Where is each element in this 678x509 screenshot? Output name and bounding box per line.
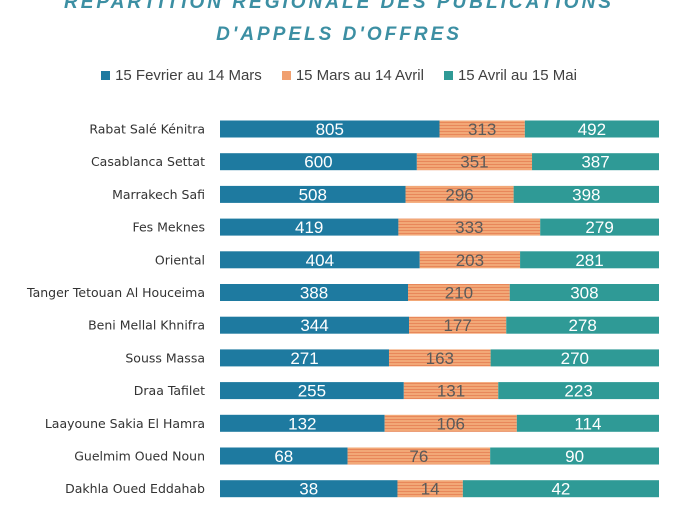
data-label-series-3: 308 bbox=[570, 284, 598, 303]
bar-segment-series-1 bbox=[220, 316, 410, 334]
bar-segment-series-2 bbox=[398, 218, 541, 236]
data-label-series-1: 508 bbox=[299, 185, 327, 204]
bar-segment-series-2 bbox=[388, 349, 491, 367]
bar-segment-series-2 bbox=[419, 251, 521, 269]
bar-segment-series-3 bbox=[490, 349, 659, 367]
bar-segment-series-1 bbox=[220, 349, 389, 367]
legend-swatch-series-1 bbox=[101, 71, 111, 80]
data-label-series-1: 805 bbox=[316, 120, 344, 139]
bar-segment-series-1 bbox=[220, 414, 385, 432]
bar-segment-series-3 bbox=[509, 284, 659, 301]
data-label-series-2: 163 bbox=[426, 349, 454, 368]
category-label: Beni Mellal Khnifra bbox=[88, 318, 205, 333]
bar-segment-series-2 bbox=[409, 316, 507, 334]
data-label-series-3: 114 bbox=[574, 414, 601, 433]
data-label-series-1: 271 bbox=[290, 349, 318, 368]
category-label: Dakhla Oued Eddahab bbox=[65, 481, 205, 496]
data-label-series-1: 344 bbox=[300, 316, 328, 335]
bar-segment-series-3 bbox=[506, 316, 659, 334]
data-label-series-3: 279 bbox=[585, 218, 613, 237]
bar-segment-series-3 bbox=[540, 218, 659, 236]
chart-legend: 15 Fevrier au 14 Mars 15 Mars au 14 Avri… bbox=[0, 67, 678, 84]
data-label-series-2: 131 bbox=[437, 382, 465, 401]
data-label-series-3: 270 bbox=[561, 349, 589, 368]
data-label-series-3: 90 bbox=[565, 447, 584, 466]
category-label: Marrakech Safi bbox=[112, 187, 205, 202]
data-label-series-2: 351 bbox=[460, 153, 488, 172]
category-label: Tanger Tetouan Al Houceima bbox=[26, 285, 205, 300]
legend-item-series-3: 15 Avril au 15 Mai bbox=[443, 67, 577, 84]
data-label-series-1: 404 bbox=[306, 251, 334, 270]
data-label-series-1: 132 bbox=[288, 414, 316, 433]
data-label-series-1: 255 bbox=[298, 382, 326, 401]
data-label-series-3: 281 bbox=[575, 251, 603, 270]
data-label-series-2: 177 bbox=[443, 316, 471, 335]
category-label: Casablanca Settat bbox=[91, 154, 205, 169]
bar-segment-series-2 bbox=[439, 120, 525, 138]
category-label: Guelmim Oued Noun bbox=[74, 449, 205, 464]
category-label: Souss Massa bbox=[125, 350, 205, 365]
bar-segment-series-1 bbox=[220, 153, 417, 171]
bar-segment-series-3 bbox=[532, 153, 659, 171]
data-label-series-1: 600 bbox=[304, 153, 332, 172]
bar-segment-series-1 bbox=[220, 251, 420, 269]
legend-label-series-2: 15 Mars au 14 Avril bbox=[295, 67, 424, 84]
category-label: Draa Tafilet bbox=[134, 383, 205, 398]
bar-segment-series-2 bbox=[405, 185, 514, 203]
data-label-series-3: 42 bbox=[551, 480, 570, 499]
category-label: Laayoune Sakia El Hamra bbox=[45, 416, 205, 431]
bar-segment-series-1 bbox=[220, 120, 440, 138]
bar-segment-series-1 bbox=[220, 480, 398, 498]
legend-item-series-2: 15 Mars au 14 Avril bbox=[281, 67, 424, 84]
data-label-series-2: 14 bbox=[421, 480, 440, 499]
data-label-series-1: 68 bbox=[274, 447, 293, 466]
legend-label-series-1: 15 Fevrier au 14 Mars bbox=[115, 67, 262, 84]
data-label-series-2: 313 bbox=[468, 120, 496, 139]
bar-segment-series-2 bbox=[397, 480, 463, 498]
category-label: Rabat Salé Kénitra bbox=[89, 122, 205, 137]
legend-label-series-3: 15 Avril au 15 Mai bbox=[457, 67, 577, 84]
legend-swatch-series-3 bbox=[443, 71, 453, 80]
bar-segment-series-3 bbox=[516, 414, 659, 432]
bar-segment-series-2 bbox=[384, 414, 517, 432]
data-label-series-3: 398 bbox=[572, 185, 600, 204]
data-label-series-3: 223 bbox=[564, 382, 592, 401]
legend-item-series-1: 15 Fevrier au 14 Mars bbox=[101, 67, 262, 84]
bar-segment-series-3 bbox=[520, 251, 659, 269]
bar-segment-series-2 bbox=[416, 153, 533, 171]
data-label-series-2: 203 bbox=[456, 251, 484, 270]
bar-segment-series-3 bbox=[513, 185, 659, 203]
data-label-series-2: 296 bbox=[445, 185, 473, 204]
bar-segment-series-3 bbox=[498, 382, 659, 400]
data-label-series-3: 492 bbox=[578, 120, 606, 139]
bar-segment-series-3 bbox=[462, 480, 659, 498]
category-label: Oriental bbox=[155, 252, 205, 267]
data-label-series-1: 38 bbox=[299, 480, 318, 499]
data-label-series-1: 388 bbox=[300, 284, 328, 303]
bar-segment-series-2 bbox=[408, 284, 510, 301]
chart-title-line-1: REPARTITION REGIONALE DES PUBLICATIONS bbox=[64, 0, 614, 13]
bar-segment-series-2 bbox=[347, 447, 491, 465]
legend-swatch-series-2 bbox=[281, 71, 291, 80]
data-label-series-2: 210 bbox=[445, 284, 473, 303]
bar-segment-series-1 bbox=[220, 447, 348, 465]
bar-segment-series-1 bbox=[220, 185, 406, 203]
data-label-series-3: 387 bbox=[581, 153, 609, 172]
bar-segment-series-2 bbox=[403, 382, 499, 400]
chart-title-line-2: D'APPELS D'OFFRES bbox=[216, 24, 462, 45]
bar-segment-series-3 bbox=[524, 120, 659, 138]
data-label-series-2: 333 bbox=[455, 218, 483, 237]
bar-segment-series-1 bbox=[220, 218, 399, 236]
bar-segment-series-3 bbox=[490, 447, 659, 465]
data-label-series-3: 278 bbox=[568, 316, 596, 335]
bar-segment-series-1 bbox=[220, 284, 408, 301]
data-label-series-2: 106 bbox=[437, 414, 465, 433]
data-label-series-2: 76 bbox=[409, 447, 428, 466]
data-label-series-1: 419 bbox=[295, 218, 323, 237]
category-label: Fes Meknes bbox=[132, 220, 205, 235]
bar-segment-series-1 bbox=[220, 382, 404, 400]
